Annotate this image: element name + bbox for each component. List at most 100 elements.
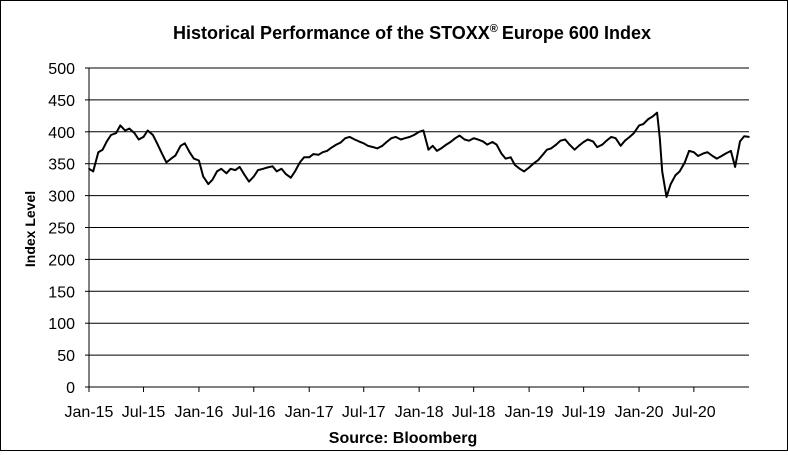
data-point bbox=[418, 131, 421, 133]
data-point bbox=[592, 140, 594, 143]
data-point bbox=[280, 168, 283, 170]
data-point bbox=[146, 129, 149, 132]
data-point bbox=[211, 178, 214, 181]
data-point bbox=[684, 161, 686, 164]
data-point bbox=[353, 138, 356, 141]
data-point bbox=[294, 170, 296, 173]
data-point bbox=[330, 147, 333, 149]
data-point bbox=[431, 145, 434, 147]
data-point bbox=[326, 150, 328, 152]
data-point bbox=[725, 152, 727, 155]
data-point bbox=[610, 136, 613, 138]
data-point bbox=[128, 127, 131, 130]
data-point bbox=[115, 132, 117, 134]
data-point bbox=[706, 151, 709, 153]
data-point bbox=[124, 129, 126, 132]
data-point bbox=[362, 142, 365, 145]
series-group bbox=[88, 111, 750, 198]
data-point bbox=[688, 150, 690, 152]
data-point bbox=[665, 196, 668, 198]
data-point bbox=[174, 154, 177, 157]
x-tick-label: Jan-19 bbox=[505, 404, 554, 421]
data-point bbox=[642, 123, 645, 125]
data-point bbox=[559, 139, 562, 142]
data-point bbox=[253, 175, 255, 178]
data-point bbox=[165, 161, 168, 164]
data-point bbox=[532, 162, 535, 165]
data-point bbox=[659, 137, 661, 139]
data-point bbox=[601, 143, 604, 146]
data-point bbox=[179, 145, 182, 147]
x-tick-label: Jul-17 bbox=[342, 404, 386, 421]
data-point bbox=[454, 137, 457, 139]
data-point bbox=[711, 155, 714, 157]
data-point bbox=[486, 143, 489, 146]
y-tick-label: 400 bbox=[48, 125, 75, 142]
data-point bbox=[587, 138, 589, 141]
chart-title: Historical Performance of the STOXX® Euro… bbox=[173, 23, 651, 43]
data-point bbox=[372, 146, 374, 148]
data-point bbox=[161, 153, 163, 155]
data-point bbox=[262, 168, 264, 170]
y-tick-label: 450 bbox=[48, 93, 75, 110]
data-point bbox=[436, 150, 438, 152]
data-point bbox=[633, 132, 635, 134]
data-point bbox=[184, 142, 186, 145]
data-point bbox=[495, 143, 498, 146]
data-point bbox=[573, 148, 576, 151]
data-point bbox=[312, 153, 315, 155]
data-point bbox=[248, 180, 250, 183]
data-point bbox=[142, 136, 145, 138]
data-point bbox=[137, 138, 140, 141]
data-point bbox=[445, 143, 448, 146]
data-point bbox=[519, 168, 521, 170]
data-point bbox=[275, 170, 278, 173]
data-point bbox=[202, 175, 204, 178]
data-point bbox=[500, 152, 503, 155]
data-point bbox=[400, 138, 402, 141]
data-point bbox=[678, 170, 681, 173]
data-point bbox=[413, 134, 415, 136]
data-point bbox=[156, 142, 158, 145]
data-point bbox=[335, 143, 338, 146]
data-point bbox=[449, 141, 452, 143]
data-point bbox=[188, 151, 191, 153]
data-point bbox=[730, 150, 732, 152]
data-point bbox=[568, 143, 571, 146]
data-point bbox=[101, 148, 104, 151]
data-point bbox=[170, 157, 172, 160]
data-point bbox=[697, 155, 699, 157]
data-point bbox=[257, 169, 259, 171]
data-point bbox=[427, 148, 430, 151]
data-point bbox=[748, 136, 750, 138]
data-point bbox=[743, 135, 745, 138]
data-point bbox=[716, 157, 718, 160]
data-point bbox=[619, 145, 622, 147]
x-tick-label: Jan-17 bbox=[285, 404, 334, 421]
x-tick-label: Jul-20 bbox=[672, 404, 716, 421]
data-point bbox=[207, 183, 210, 185]
data-point bbox=[216, 170, 218, 173]
data-point bbox=[546, 148, 548, 151]
data-point bbox=[322, 151, 324, 153]
data-point bbox=[409, 136, 411, 138]
data-point bbox=[229, 168, 232, 170]
data-point bbox=[225, 172, 228, 175]
data-point bbox=[193, 157, 195, 160]
x-tick-label: Jul-16 bbox=[232, 404, 276, 421]
data-point bbox=[702, 152, 704, 155]
data-point bbox=[463, 138, 466, 141]
data-point bbox=[344, 137, 347, 139]
data-point bbox=[528, 166, 530, 169]
y-tick-label: 100 bbox=[48, 316, 75, 333]
y-axis-label: Index Level bbox=[22, 191, 38, 267]
y-axis-ticks: 0 50 100 150 200 250 300 350 400 450 500 bbox=[48, 61, 89, 397]
x-tick-label: Jul-19 bbox=[562, 404, 606, 421]
data-point bbox=[243, 174, 246, 176]
registered-mark: ® bbox=[490, 23, 498, 35]
data-point bbox=[477, 138, 479, 141]
data-point bbox=[299, 161, 301, 164]
x-axis-label: Source: Bloomberg bbox=[329, 430, 477, 447]
